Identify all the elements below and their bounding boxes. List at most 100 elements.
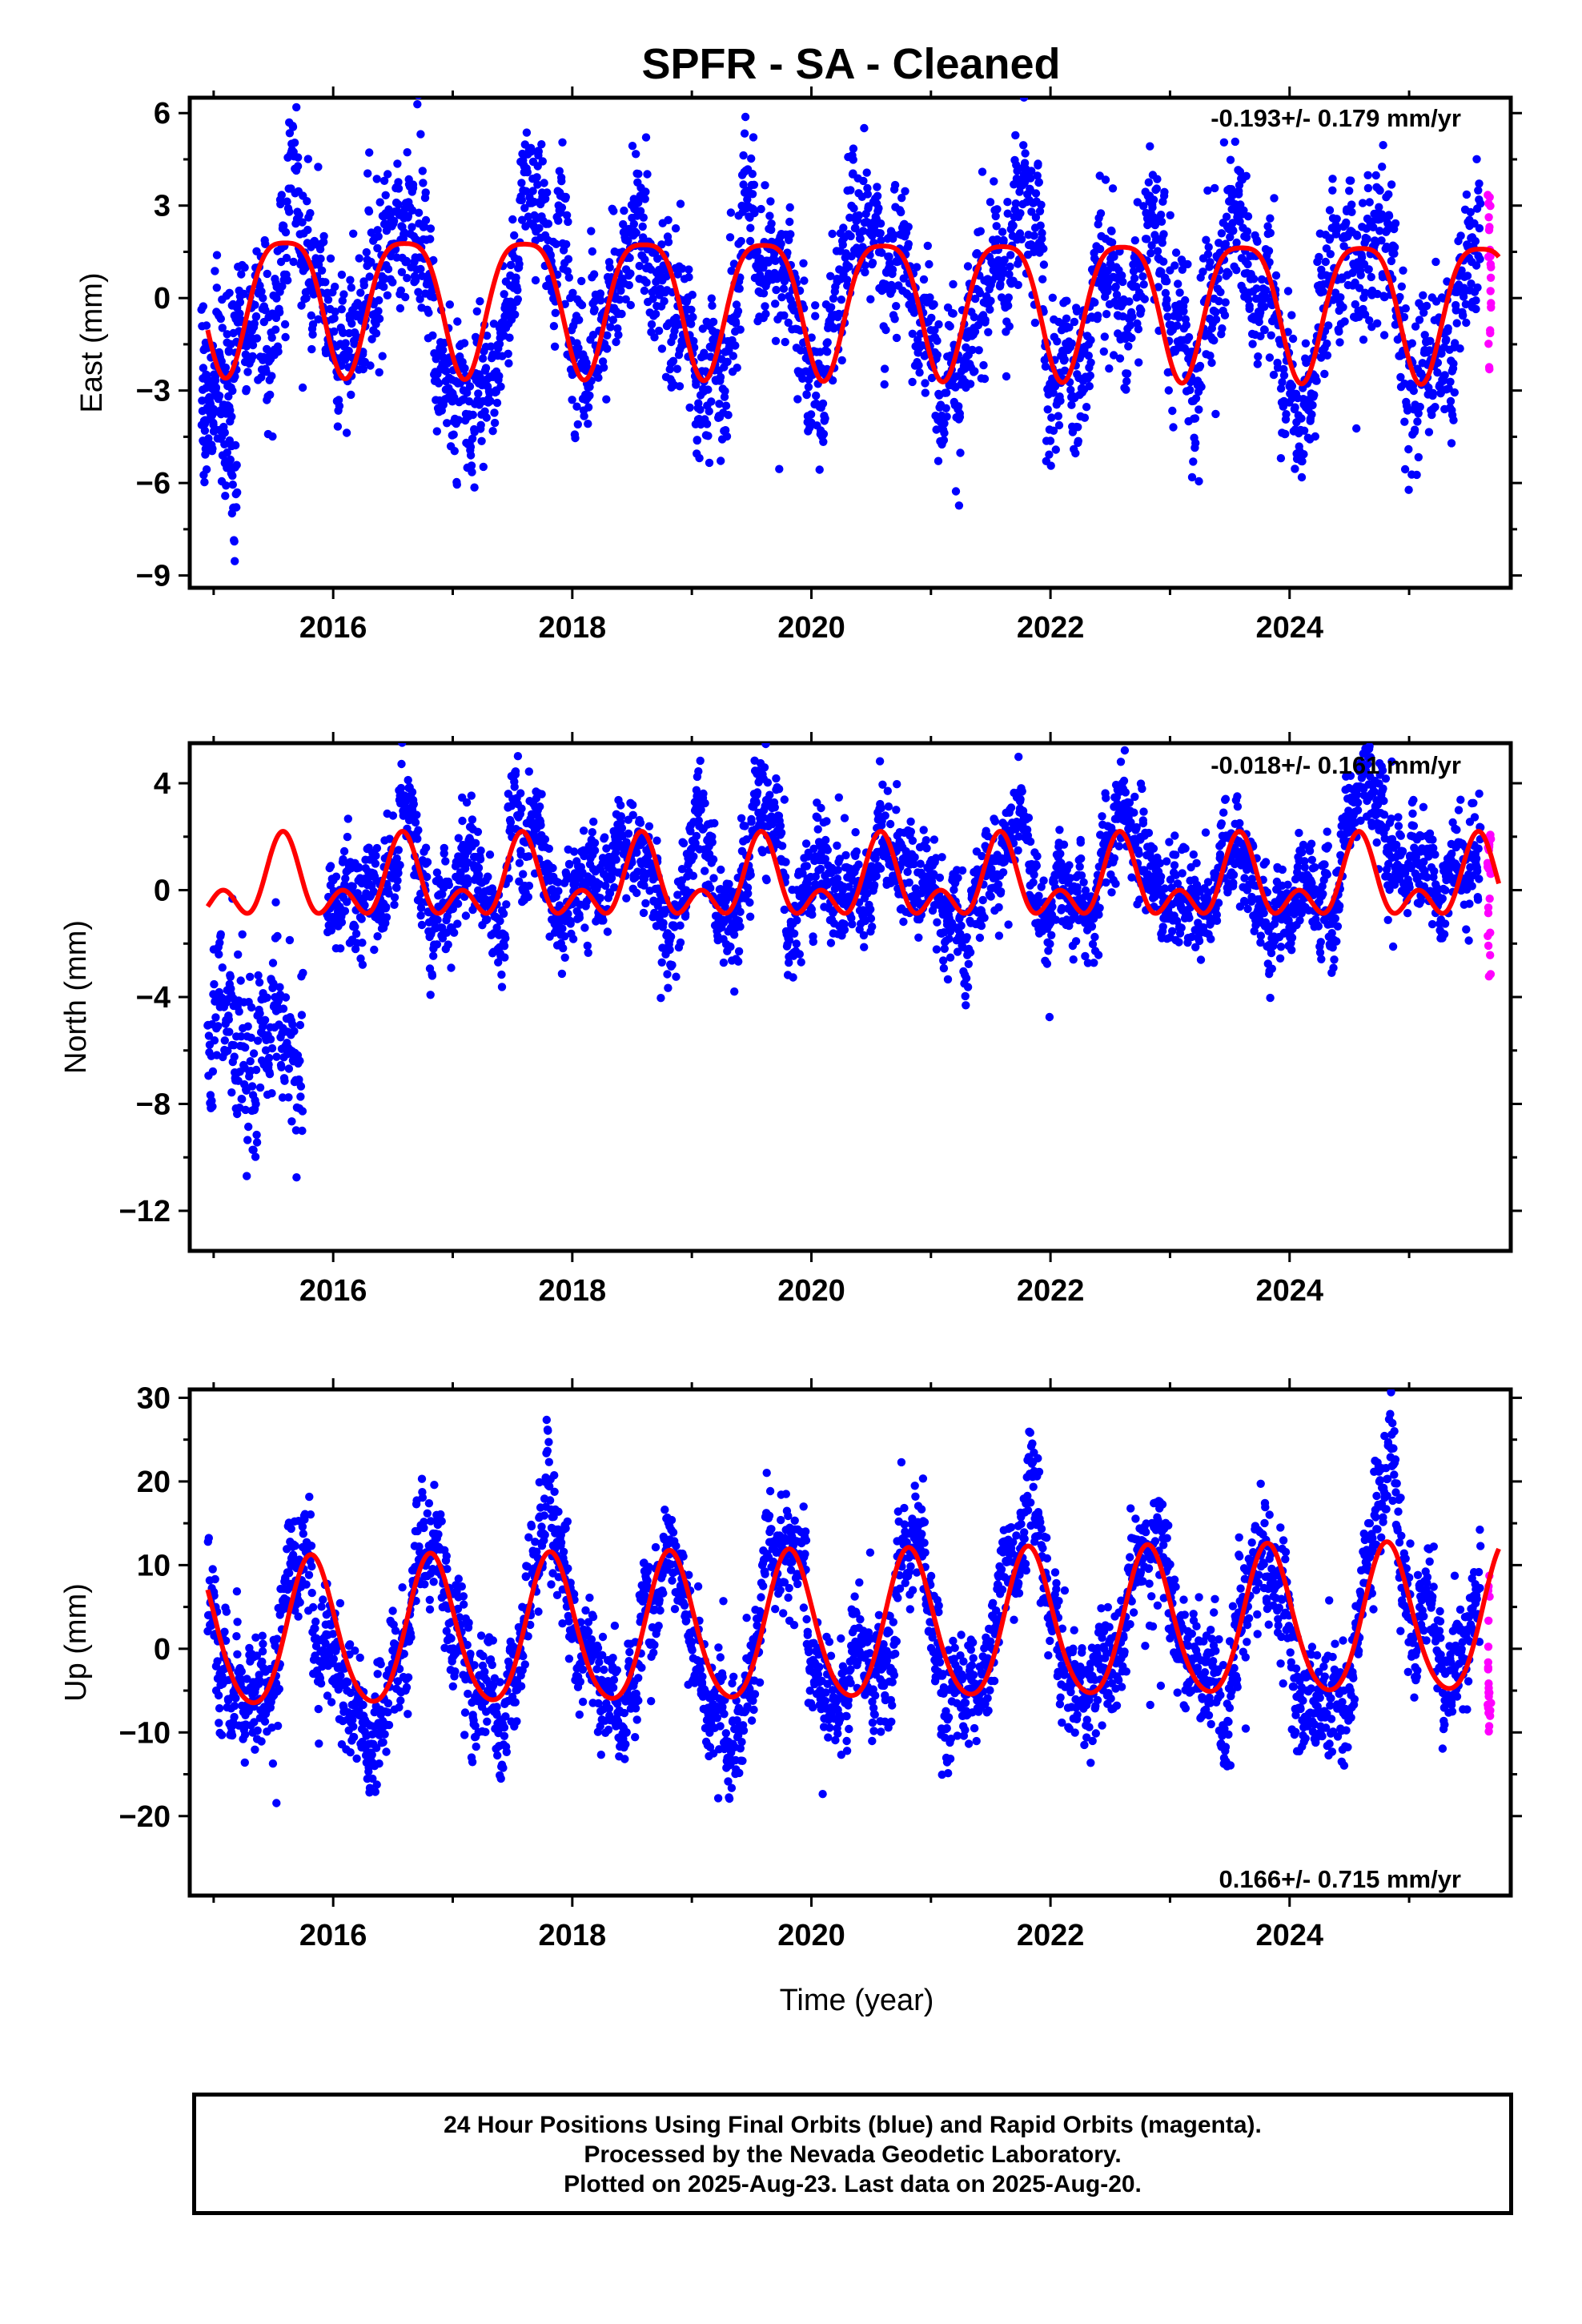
east-final-point xyxy=(798,374,807,383)
north-final-point xyxy=(554,887,563,895)
north-final-point xyxy=(463,879,472,888)
east-final-point xyxy=(237,270,246,279)
east-final-point xyxy=(1463,271,1472,280)
north-final-point xyxy=(476,854,485,864)
east-final-point xyxy=(1411,322,1420,331)
east-final-point xyxy=(914,360,923,370)
north-final-point xyxy=(826,939,836,947)
east-final-point xyxy=(641,187,650,196)
east-final-point xyxy=(642,278,651,287)
east-final-point xyxy=(1166,211,1174,219)
north-final-point xyxy=(877,803,886,813)
east-final-point xyxy=(1154,283,1163,292)
east-final-point xyxy=(625,253,634,263)
east-final-point xyxy=(209,418,218,428)
north-final-point xyxy=(433,915,442,924)
north-final-point xyxy=(659,919,668,927)
east-final-point xyxy=(1449,359,1458,368)
east-final-point xyxy=(346,275,355,284)
east-final-point xyxy=(626,300,635,310)
east-final-point xyxy=(449,430,458,439)
east-final-point xyxy=(1174,313,1183,322)
east-final-point xyxy=(688,291,697,300)
east-final-point xyxy=(954,501,964,510)
east-final-point xyxy=(414,287,423,296)
north-final-point xyxy=(802,862,811,870)
east-final-point xyxy=(862,168,871,177)
north-final-point xyxy=(385,834,394,843)
north-final-point xyxy=(340,907,350,915)
east-final-point xyxy=(216,314,225,324)
east-final-point xyxy=(685,403,694,412)
east-final-point xyxy=(572,402,581,411)
north-final-point xyxy=(590,838,600,847)
north-final-point xyxy=(515,877,524,886)
east-final-point xyxy=(1232,238,1241,247)
north-final-point xyxy=(798,869,807,878)
north-final-point xyxy=(432,868,442,877)
east-final-point xyxy=(930,326,939,335)
east-final-point xyxy=(1323,339,1331,348)
east-final-point xyxy=(721,387,729,396)
east-final-point xyxy=(226,455,235,464)
north-final-point xyxy=(421,843,431,852)
east-final-point xyxy=(596,289,605,298)
east-final-point xyxy=(707,294,716,303)
east-final-point xyxy=(704,385,713,394)
east-final-point xyxy=(877,236,885,245)
north-final-point xyxy=(394,869,403,878)
east-final-point xyxy=(213,390,222,399)
north-final-point xyxy=(382,903,391,911)
north-final-point xyxy=(708,838,717,847)
east-final-point xyxy=(199,470,208,480)
north-final-point xyxy=(524,767,533,776)
north-final-point xyxy=(834,793,844,802)
east-final-point xyxy=(561,192,570,202)
east-final-point xyxy=(1060,366,1070,375)
east-final-point xyxy=(419,179,428,187)
east-final-point xyxy=(1074,423,1082,432)
north-final-point xyxy=(564,909,572,919)
east-final-point xyxy=(1221,239,1231,248)
east-final-point xyxy=(1187,472,1197,482)
north-final-point xyxy=(719,958,729,967)
east-final-point xyxy=(294,153,303,162)
east-final-point xyxy=(1440,371,1449,380)
east-final-point xyxy=(396,304,405,313)
east-final-point xyxy=(349,229,358,238)
east-final-point xyxy=(873,183,881,191)
chart-title: SPFR - SA - Cleaned xyxy=(641,40,1060,88)
east-final-point xyxy=(261,239,270,248)
north-final-point xyxy=(673,891,682,899)
east-final-point xyxy=(1442,335,1451,344)
north-final-point xyxy=(906,827,916,836)
north-final-point xyxy=(603,927,612,936)
north-final-point xyxy=(396,861,404,870)
east-final-point xyxy=(224,392,233,401)
east-final-point xyxy=(596,296,605,305)
north-final-point xyxy=(461,911,471,920)
east-final-point xyxy=(1107,227,1116,235)
east-final-point xyxy=(217,357,226,366)
east-final-point xyxy=(208,444,217,453)
east-final-point xyxy=(544,219,553,228)
north-final-point xyxy=(426,991,435,999)
east-final-point xyxy=(1037,200,1046,209)
east-final-point xyxy=(242,384,251,394)
east-final-point xyxy=(1173,321,1182,330)
east-final-point xyxy=(1129,267,1138,275)
east-final-point xyxy=(207,411,217,420)
east-final-point xyxy=(1365,198,1374,207)
east-final-point xyxy=(1415,402,1424,412)
east-final-point xyxy=(613,324,622,333)
east-final-point xyxy=(344,347,353,356)
east-final-point xyxy=(1168,406,1177,416)
east-final-point xyxy=(303,225,312,235)
east-final-point xyxy=(992,222,1001,231)
east-final-point xyxy=(685,265,693,274)
east-final-point xyxy=(261,306,270,315)
east-final-point xyxy=(356,288,365,297)
east-final-point xyxy=(771,336,781,345)
east-final-point xyxy=(881,325,890,335)
east-final-point xyxy=(1103,283,1113,292)
